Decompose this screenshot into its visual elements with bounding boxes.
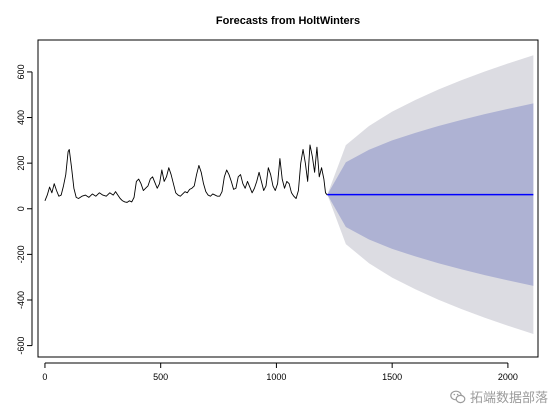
y-tick-label: -400 bbox=[16, 291, 26, 309]
wechat-icon bbox=[450, 390, 466, 403]
x-tick-label: 2000 bbox=[498, 372, 518, 382]
y-tick-label: -200 bbox=[16, 245, 26, 263]
x-axis: 0 500 1000 1500 2000 bbox=[42, 362, 518, 382]
chart-title: Forecasts from HoltWinters bbox=[216, 15, 360, 27]
x-tick-label: 1500 bbox=[382, 372, 402, 382]
y-tick-label: 200 bbox=[16, 156, 26, 171]
series-line-observed bbox=[44, 144, 328, 203]
y-tick-label: -600 bbox=[16, 337, 26, 355]
series-lines bbox=[44, 144, 534, 203]
y-tick-label: 0 bbox=[16, 206, 26, 211]
y-axis: -600 -400 -200 0 200 400 600 bbox=[16, 64, 33, 355]
y-tick-label: 400 bbox=[16, 110, 26, 125]
x-tick-label: 0 bbox=[42, 372, 47, 382]
y-tick-label: 600 bbox=[16, 64, 26, 79]
x-tick-label: 500 bbox=[153, 372, 168, 382]
watermark: 拓端数据部落 bbox=[450, 387, 548, 406]
plot-frame bbox=[37, 39, 539, 358]
watermark-text: 拓端数据部落 bbox=[469, 391, 548, 406]
x-tick-label: 1000 bbox=[266, 372, 286, 382]
